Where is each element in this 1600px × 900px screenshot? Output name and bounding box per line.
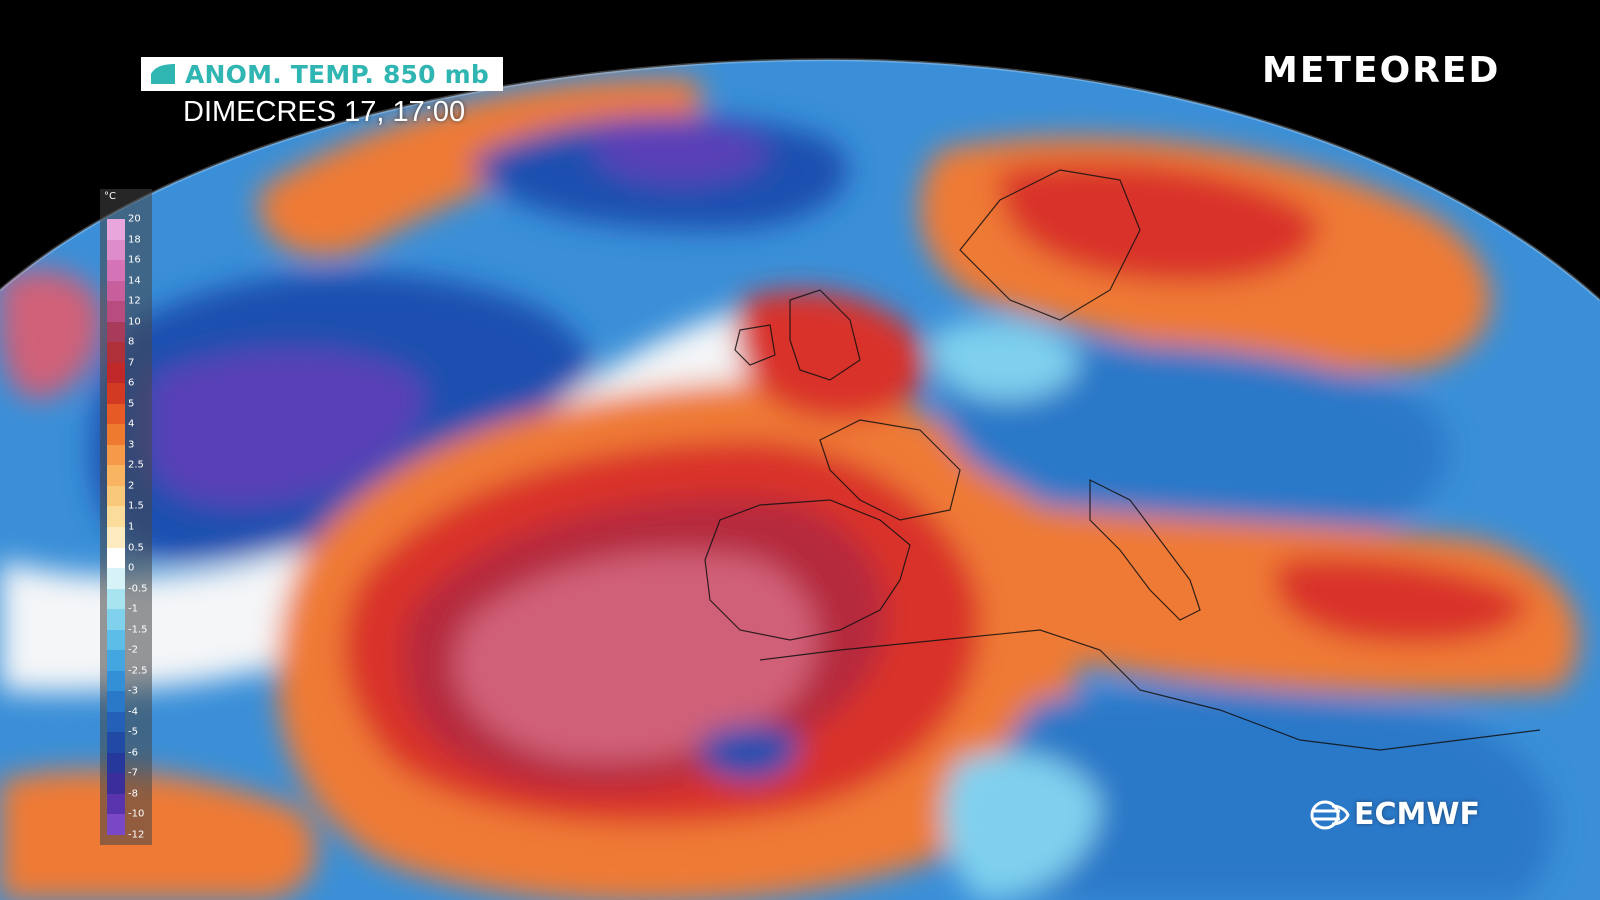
legend-unit: °C bbox=[104, 191, 116, 202]
legend-swatch bbox=[107, 629, 125, 651]
legend-swatch bbox=[107, 342, 125, 364]
legend-swatch bbox=[107, 588, 125, 610]
thermometer-wave-icon bbox=[151, 64, 175, 84]
legend-tick: 1 bbox=[128, 521, 135, 533]
legend-tick: 2.5 bbox=[128, 459, 144, 471]
coast-italy bbox=[1089, 479, 1201, 621]
title-box: ANOM. TEMP. 850 mb bbox=[141, 57, 503, 91]
map-title: ANOM. TEMP. 850 mb bbox=[185, 59, 489, 89]
legend-tick: 18 bbox=[128, 234, 141, 246]
legend-tick: -0.5 bbox=[128, 583, 148, 595]
legend-tick: 6 bbox=[128, 377, 135, 389]
legend-swatch bbox=[107, 321, 125, 343]
anomaly-rose-core bbox=[455, 552, 817, 762]
anomaly-warm-uk bbox=[736, 290, 926, 420]
source-logo: ECMWF bbox=[1310, 797, 1480, 832]
legend-tick: 12 bbox=[128, 295, 141, 307]
legend-swatch bbox=[107, 260, 125, 282]
legend-tick: -7 bbox=[128, 767, 138, 779]
legend-swatch bbox=[107, 239, 125, 261]
legend-swatch bbox=[107, 485, 125, 507]
legend-swatch bbox=[107, 568, 125, 590]
legend-tick: 5 bbox=[128, 398, 135, 410]
legend-tick: 3 bbox=[128, 439, 135, 451]
legend-swatch bbox=[107, 691, 125, 713]
color-legend: °C 20 18 16 14 12 10 8 7 6 5 4 3 2.5 2 1.5 1 0.5 0 -0.5 -1 -… bbox=[100, 189, 152, 845]
coast-north-africa bbox=[759, 629, 1541, 751]
legend-tick: -12 bbox=[128, 829, 145, 841]
legend-tick: -5 bbox=[128, 726, 138, 738]
coast-scandinavia bbox=[959, 169, 1141, 321]
anomaly-red-scandinavia bbox=[999, 162, 1320, 283]
legend-tick: -1.5 bbox=[128, 624, 148, 636]
legend-tick: -10 bbox=[128, 808, 145, 820]
legend-swatch bbox=[107, 773, 125, 795]
anomaly-warm-southwest bbox=[0, 770, 317, 900]
anomaly-red-med bbox=[1274, 557, 1530, 644]
anomaly-light-africa bbox=[942, 752, 1100, 900]
legend-tick: 14 bbox=[128, 275, 141, 287]
anomaly-cold-africa bbox=[990, 689, 1554, 900]
legend-swatch bbox=[107, 793, 125, 815]
legend-tick: -6 bbox=[128, 747, 138, 759]
anomaly-cold-europe bbox=[939, 343, 1449, 546]
legend-swatch bbox=[107, 424, 125, 446]
legend-bar bbox=[107, 219, 125, 836]
coast-france bbox=[819, 419, 961, 521]
coastlines bbox=[704, 169, 1541, 751]
legend-tick: 7 bbox=[128, 357, 135, 369]
legend-tick: -4 bbox=[128, 706, 138, 718]
legend-tick: 0.5 bbox=[128, 542, 144, 554]
legend-tick: 4 bbox=[128, 418, 135, 430]
legend-swatch bbox=[107, 362, 125, 384]
legend-tick: 20 bbox=[128, 213, 141, 225]
legend-tick: -1 bbox=[128, 603, 138, 615]
brand-logo: METEORED bbox=[1262, 50, 1501, 91]
legend-swatch bbox=[107, 670, 125, 692]
legend-tick: -2.5 bbox=[128, 665, 148, 677]
legend-swatch bbox=[107, 732, 125, 754]
legend-tick: 2 bbox=[128, 480, 135, 492]
legend-swatch bbox=[107, 527, 125, 549]
anomaly-cold-canary bbox=[699, 725, 800, 781]
globe-edge bbox=[0, 58, 1600, 302]
legend-tick: 10 bbox=[128, 316, 141, 328]
legend-tick: 0 bbox=[128, 562, 135, 574]
anomaly-lightblue-europe bbox=[929, 320, 1080, 400]
coast-ireland bbox=[734, 324, 776, 366]
legend-swatch bbox=[107, 280, 125, 302]
legend-swatch bbox=[107, 301, 125, 323]
legend-swatch bbox=[107, 506, 125, 528]
legend-tick: -8 bbox=[128, 788, 138, 800]
legend-swatch bbox=[107, 219, 125, 241]
legend-tick: 1.5 bbox=[128, 500, 144, 512]
legend-swatch bbox=[107, 383, 125, 405]
legend-tick: 16 bbox=[128, 254, 141, 266]
legend-swatch bbox=[107, 465, 125, 487]
coast-iberia bbox=[704, 499, 911, 641]
anomaly-purple-iceland bbox=[592, 119, 770, 184]
legend-tick: -2 bbox=[128, 644, 138, 656]
forecast-datetime: DIMECRES 17, 17:00 bbox=[183, 96, 466, 128]
coast-uk bbox=[789, 289, 861, 381]
anomaly-purple-atlantic bbox=[150, 350, 424, 506]
legend-swatch bbox=[107, 444, 125, 466]
ecmwf-icon bbox=[1310, 800, 1350, 829]
legend-swatch bbox=[107, 814, 125, 836]
anomaly-rose-northwest bbox=[0, 269, 102, 400]
legend-swatch bbox=[107, 752, 125, 774]
legend-tick: 8 bbox=[128, 336, 135, 348]
source-name: ECMWF bbox=[1354, 797, 1480, 832]
legend-tick: -3 bbox=[128, 685, 138, 697]
legend-swatch bbox=[107, 403, 125, 425]
legend-swatch bbox=[107, 547, 125, 569]
legend-swatch bbox=[107, 650, 125, 672]
legend-swatch bbox=[107, 609, 125, 631]
legend-swatch bbox=[107, 711, 125, 733]
